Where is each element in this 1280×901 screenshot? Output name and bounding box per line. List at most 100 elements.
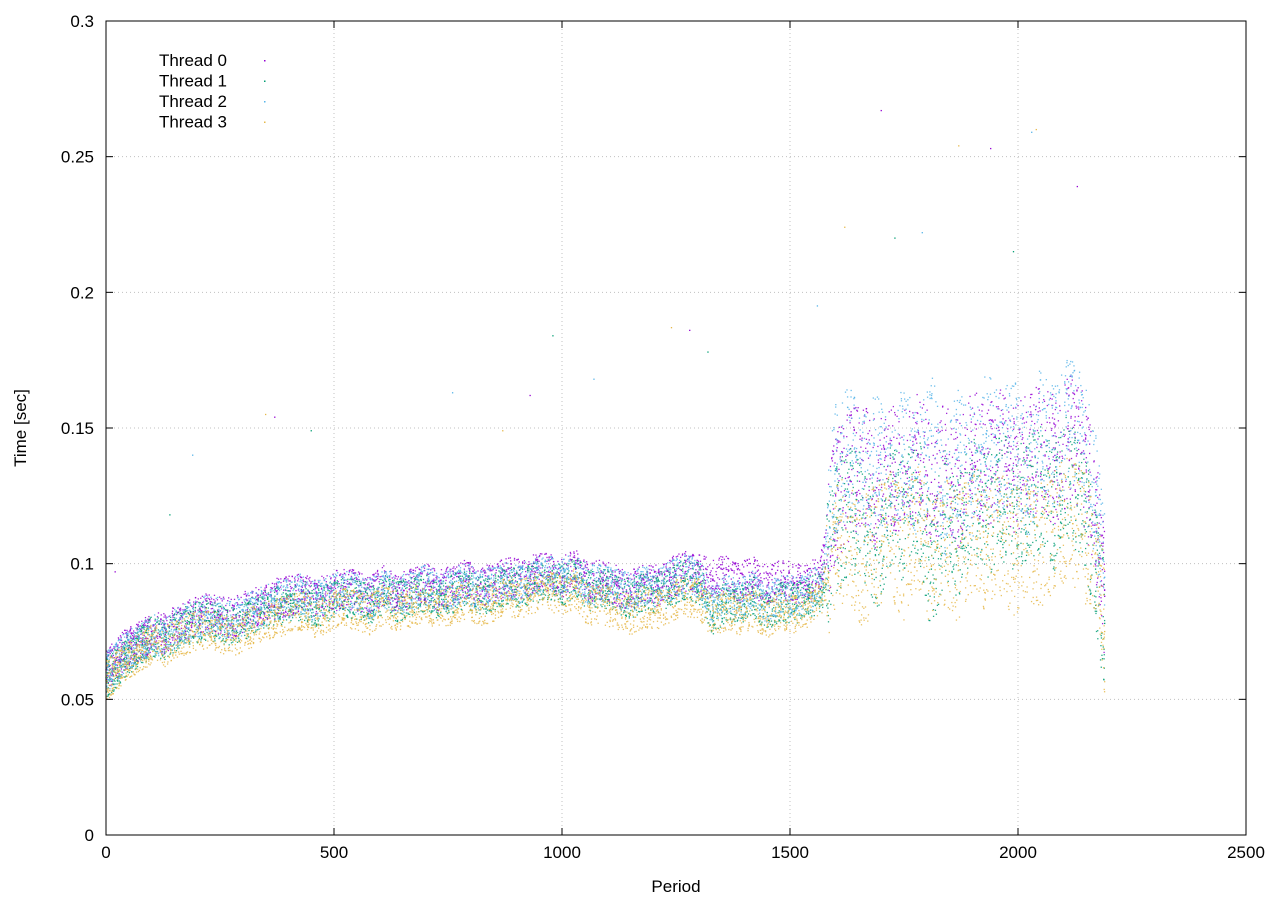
data-point [767, 573, 768, 574]
data-point [337, 584, 338, 585]
data-point [936, 431, 937, 432]
data-point [886, 469, 887, 470]
data-point [908, 506, 909, 507]
data-point [914, 435, 915, 436]
data-point [430, 582, 431, 583]
data-point [264, 600, 265, 601]
data-point [1022, 434, 1023, 435]
data-point [586, 567, 587, 568]
data-point [666, 563, 667, 564]
data-point [613, 602, 614, 603]
data-point [489, 596, 490, 597]
data-point [869, 430, 870, 431]
data-point [408, 574, 409, 575]
data-point [678, 582, 679, 583]
data-point [590, 596, 591, 597]
data-point [136, 638, 137, 639]
data-point [214, 601, 215, 602]
data-point [952, 473, 953, 474]
data-point [849, 476, 850, 477]
data-point [996, 406, 997, 407]
data-point [182, 609, 183, 610]
data-point [840, 456, 841, 457]
data-point [949, 497, 950, 498]
data-point [958, 520, 959, 521]
data-point [1006, 475, 1007, 476]
data-point [886, 478, 887, 479]
data-point [654, 602, 655, 603]
data-point [630, 573, 631, 574]
data-point [525, 567, 526, 568]
data-point [518, 559, 519, 560]
data-point [702, 565, 703, 566]
data-point [807, 565, 808, 566]
data-point [837, 442, 838, 443]
data-point [599, 560, 600, 561]
data-point [665, 566, 666, 567]
data-point [1009, 437, 1010, 438]
data-point [350, 596, 351, 597]
data-point [792, 566, 793, 567]
data-point [149, 619, 150, 620]
data-point [329, 588, 330, 589]
data-point [720, 564, 721, 565]
data-point [367, 584, 368, 585]
data-point [999, 433, 1000, 434]
data-point [158, 620, 159, 621]
data-point [741, 573, 742, 574]
data-point [126, 630, 127, 631]
data-point [193, 636, 194, 637]
data-point [1067, 410, 1068, 411]
data-point [961, 503, 962, 504]
data-point [1068, 476, 1069, 477]
data-point [895, 508, 896, 509]
data-point [725, 578, 726, 579]
data-point [1053, 498, 1054, 499]
data-point [245, 602, 246, 603]
data-point [1084, 526, 1085, 527]
data-point [211, 604, 212, 605]
data-point [298, 574, 299, 575]
data-point [813, 568, 814, 569]
data-point [1000, 389, 1001, 390]
data-point [875, 547, 876, 548]
data-point [926, 534, 927, 535]
data-point [894, 522, 895, 523]
data-point [1007, 517, 1008, 518]
data-point [157, 616, 158, 617]
data-point [496, 570, 497, 571]
data-point [840, 476, 841, 477]
data-point [200, 639, 201, 640]
data-point [166, 639, 167, 640]
data-point [915, 422, 916, 423]
data-point [155, 654, 156, 655]
data-point [544, 572, 545, 573]
data-point [907, 473, 908, 474]
data-point [506, 562, 507, 563]
data-point [617, 605, 618, 606]
data-point [766, 586, 767, 587]
data-point [735, 563, 736, 564]
data-point [1100, 534, 1101, 535]
data-point [193, 638, 194, 639]
data-point [161, 614, 162, 615]
data-point [972, 469, 973, 470]
data-point [263, 593, 264, 594]
data-point [1100, 558, 1101, 559]
data-point [409, 603, 410, 604]
data-point [856, 432, 857, 433]
data-point [733, 593, 734, 594]
data-point [954, 510, 955, 511]
data-point [873, 447, 874, 448]
data-point [1069, 450, 1070, 451]
data-point [583, 561, 584, 562]
data-point [460, 578, 461, 579]
data-point [1007, 487, 1008, 488]
data-point [971, 493, 972, 494]
data-point [945, 444, 946, 445]
data-point [821, 550, 822, 551]
data-point [762, 582, 763, 583]
data-point [924, 435, 925, 436]
data-point [193, 606, 194, 607]
data-point [947, 505, 948, 506]
